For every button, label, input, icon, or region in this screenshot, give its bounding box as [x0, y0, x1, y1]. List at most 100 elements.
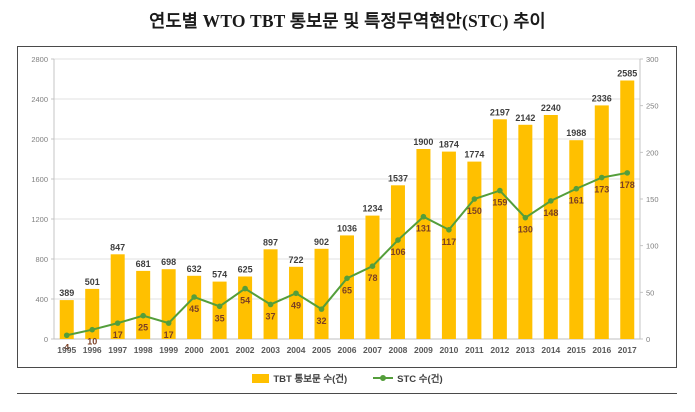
x-axis-category-label: 2003 [261, 345, 280, 355]
y-left-tick-label: 1600 [31, 175, 48, 184]
line-marker-icon [373, 373, 394, 383]
bar-value-label: 2240 [541, 103, 561, 113]
line-value-label: 130 [518, 225, 533, 235]
line-data-point[interactable] [598, 174, 605, 181]
x-axis-category-label: 2015 [567, 345, 586, 355]
bar[interactable] [467, 161, 482, 339]
bar[interactable] [492, 119, 507, 339]
bar[interactable] [161, 269, 176, 339]
bar[interactable] [569, 140, 584, 339]
bar[interactable] [59, 300, 74, 339]
line-data-point[interactable] [267, 301, 274, 308]
bar[interactable] [136, 270, 151, 339]
line-data-point[interactable] [293, 290, 299, 297]
line-value-label: 10 [87, 337, 97, 347]
x-axis-category-label: 2017 [618, 345, 637, 355]
bar[interactable] [187, 275, 202, 339]
x-axis-category-label: 2004 [287, 345, 306, 355]
line-data-point[interactable] [471, 196, 478, 202]
line-value-label: 173 [594, 185, 609, 195]
line-data-point[interactable] [165, 320, 172, 326]
bar[interactable] [518, 124, 533, 339]
line-value-label: 178 [620, 180, 635, 190]
line-value-label: 148 [543, 208, 558, 218]
line-data-point[interactable] [140, 312, 146, 319]
bar[interactable] [339, 235, 354, 339]
line-data-point[interactable] [114, 320, 121, 326]
line-data-point[interactable] [522, 214, 529, 221]
line-data-point[interactable] [497, 187, 503, 194]
bar[interactable] [390, 185, 405, 339]
bar[interactable] [314, 248, 329, 339]
line-data-point[interactable] [395, 237, 401, 243]
y-right-tick-label: 300 [646, 55, 659, 64]
line-value-label: 32 [317, 316, 327, 326]
x-axis-category-label: 2012 [490, 345, 509, 355]
x-axis-category-label: 2016 [592, 345, 611, 355]
legend-item-stc[interactable]: STC 수(건) [373, 371, 443, 385]
x-axis-category-label: 1995 [57, 345, 76, 355]
bar[interactable] [543, 115, 558, 339]
x-axis-category-label: 2006 [338, 345, 357, 355]
bar[interactable] [441, 151, 456, 339]
line-data-point[interactable] [446, 227, 452, 233]
x-axis-category-label: 2001 [210, 345, 229, 355]
bar-value-label: 1900 [413, 137, 433, 147]
y-left-tick-label: 2400 [31, 95, 48, 104]
bar-value-label: 389 [59, 288, 74, 298]
bar[interactable] [110, 254, 125, 339]
bar-value-label: 897 [263, 237, 278, 247]
bar[interactable] [85, 288, 100, 339]
line-data-point[interactable] [624, 170, 631, 176]
bar-value-label: 1874 [439, 140, 459, 150]
bar[interactable] [365, 215, 380, 339]
line-data-point[interactable] [63, 332, 70, 339]
bar-value-label: 625 [238, 265, 253, 275]
line-data-point[interactable] [573, 185, 580, 192]
line-data-point[interactable] [216, 303, 223, 310]
bar-value-label: 2585 [617, 69, 637, 79]
line-data-point[interactable] [369, 263, 376, 269]
bar[interactable] [594, 105, 609, 340]
line-value-label: 17 [164, 330, 174, 340]
bar-value-label: 574 [212, 270, 227, 280]
line-data-point[interactable] [344, 275, 350, 282]
line-data-point[interactable] [548, 198, 554, 204]
legend-item-tbt[interactable]: TBT 통보문 수(건) [252, 371, 347, 385]
x-axis-category-label: 2009 [414, 345, 433, 355]
line-data-point[interactable] [318, 306, 325, 312]
bar-value-label: 681 [136, 259, 151, 269]
line-data-point[interactable] [89, 326, 96, 333]
bar[interactable] [289, 266, 304, 339]
line-value-label: 4 [64, 342, 69, 352]
combo-chart: 0400800120016002000240028000501001502002… [31, 55, 659, 355]
bar[interactable] [263, 249, 278, 339]
footer-divider [17, 393, 677, 394]
x-axis-category-label: 2013 [516, 345, 535, 355]
line-value-label: 161 [569, 196, 584, 206]
bar[interactable] [212, 281, 227, 339]
line-data-point[interactable] [242, 285, 248, 292]
y-left-tick-label: 0 [44, 335, 48, 344]
line-value-label: 45 [189, 304, 199, 314]
line-value-label: 54 [240, 296, 250, 306]
line-value-label: 49 [291, 300, 301, 310]
bar-value-label: 902 [314, 237, 329, 247]
line-data-point[interactable] [420, 213, 427, 220]
bar-value-label: 2336 [592, 93, 612, 103]
chart-plot-frame: 0 400 800 1200 1600 2000 2400 2800 0 50 100 150 200 2… [17, 46, 677, 368]
bar-value-label: 501 [85, 277, 100, 287]
bar-value-label: 2142 [515, 113, 535, 123]
bar[interactable] [620, 80, 635, 340]
bar[interactable] [416, 149, 431, 339]
bar-value-label: 1537 [388, 173, 408, 183]
y-right-tick-label: 0 [646, 335, 650, 344]
x-axis-category-label: 1999 [159, 345, 178, 355]
line-value-label: 17 [113, 330, 123, 340]
line-data-point[interactable] [191, 294, 197, 300]
legend-label-stc: STC 수(건) [397, 374, 443, 385]
y-right-tick-label: 50 [646, 288, 654, 297]
x-axis-category-label: 2008 [388, 345, 407, 355]
x-axis-category-label: 1997 [108, 345, 127, 355]
